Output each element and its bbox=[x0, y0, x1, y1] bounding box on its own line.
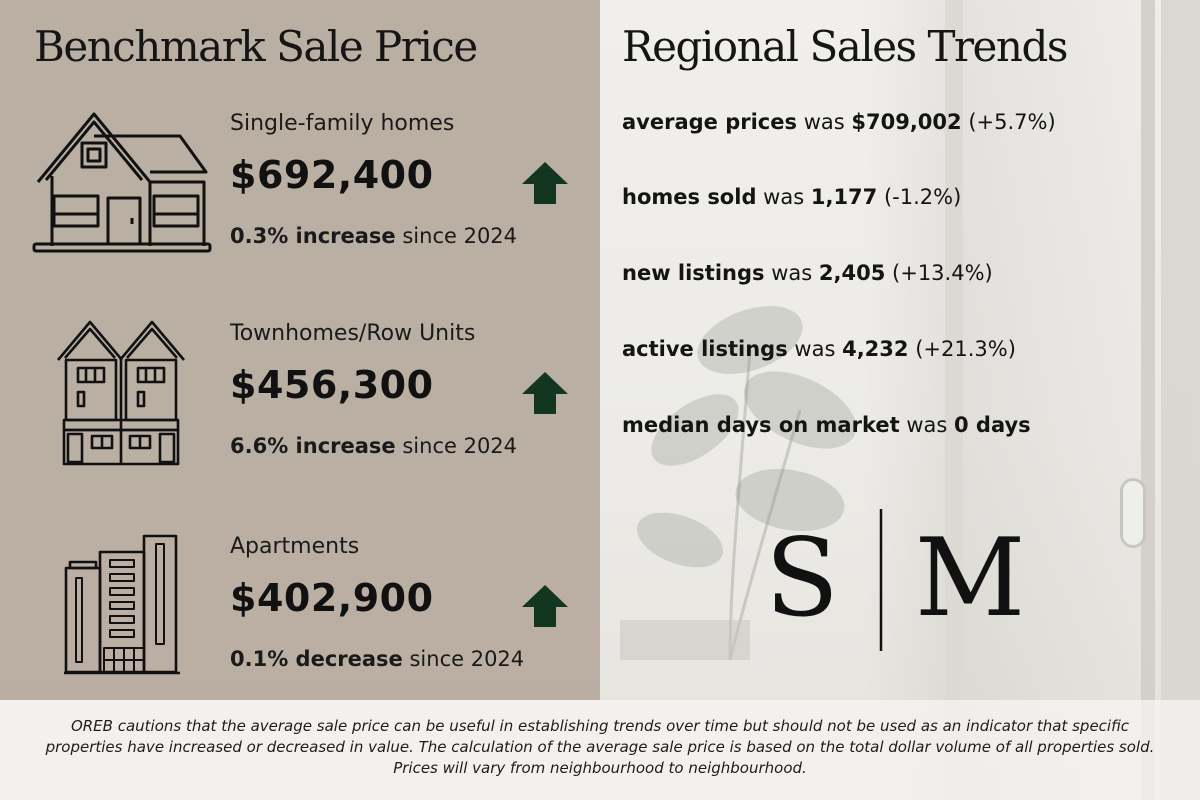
category-label-single-family: Single-family homes bbox=[230, 111, 455, 136]
disclaimer-line: OREB cautions that the average sale pric… bbox=[70, 717, 1130, 735]
trend-label: new listings bbox=[622, 261, 765, 285]
trend-change: (+21.3%) bbox=[915, 337, 1016, 361]
disclaimer: OREB cautions that the average sale pric… bbox=[0, 716, 1200, 779]
apartment-building-icon bbox=[64, 534, 180, 675]
change-suffix: since 2024 bbox=[402, 434, 518, 458]
trend-connector: was bbox=[771, 261, 813, 285]
price-apartments: $402,900 bbox=[230, 576, 434, 620]
change-single-family: 0.3% increase since 2024 bbox=[230, 224, 517, 248]
trend-value: $709,002 bbox=[851, 110, 962, 134]
trend-label: median days on market bbox=[622, 413, 900, 437]
townhouse-icon bbox=[57, 320, 185, 466]
disclaimer-line: Prices will vary from neighbourhood to n… bbox=[393, 759, 807, 777]
regional-trends-title: Regional Sales Trends bbox=[622, 22, 1068, 71]
trend-value: 0 days bbox=[954, 413, 1031, 437]
change-value: 6.6% increase bbox=[230, 434, 396, 458]
trend-change: (+13.4%) bbox=[892, 261, 993, 285]
sm-monogram-logo: S M bbox=[765, 509, 1026, 651]
trend-value: 2,405 bbox=[818, 261, 886, 285]
logo-letter-right: M bbox=[915, 516, 1026, 641]
trend-active-listings: active listings was 4,232 (+21.3%) bbox=[622, 337, 1016, 361]
window-handle-decoration bbox=[1120, 478, 1146, 548]
category-label-townhomes: Townhomes/Row Units bbox=[230, 321, 476, 346]
trend-connector: was bbox=[763, 185, 805, 209]
change-suffix: since 2024 bbox=[402, 224, 518, 248]
change-apartments: 0.1% decrease since 2024 bbox=[230, 647, 524, 671]
trend-label: homes sold bbox=[622, 185, 757, 209]
trend-value: 4,232 bbox=[842, 337, 909, 361]
trend-connector: was bbox=[803, 110, 845, 134]
change-value: 0.3% increase bbox=[230, 224, 396, 248]
house-icon bbox=[32, 112, 212, 253]
plant-decoration bbox=[620, 306, 857, 660]
up-arrow-icon bbox=[522, 372, 568, 414]
trend-value: 1,177 bbox=[810, 185, 878, 209]
trend-connector: was bbox=[794, 337, 836, 361]
trend-change: (-1.2%) bbox=[883, 185, 962, 209]
trend-label: active listings bbox=[622, 337, 788, 361]
category-label-apartments: Apartments bbox=[230, 534, 360, 559]
up-arrow-icon bbox=[522, 162, 568, 204]
trend-change: (+5.7%) bbox=[968, 110, 1056, 134]
window-frame-decoration bbox=[945, 0, 1200, 800]
trend-homes-sold: homes sold was 1,177 (-1.2%) bbox=[622, 185, 961, 209]
benchmark-title: Benchmark Sale Price bbox=[34, 22, 478, 71]
change-value: 0.1% decrease bbox=[230, 647, 403, 671]
trend-new-listings: new listings was 2,405 (+13.4%) bbox=[622, 261, 993, 285]
change-townhomes: 6.6% increase since 2024 bbox=[230, 434, 517, 458]
trend-label: average prices bbox=[622, 110, 797, 134]
up-arrow-icon bbox=[522, 585, 568, 627]
trend-connector: was bbox=[906, 413, 948, 437]
change-suffix: since 2024 bbox=[409, 647, 525, 671]
price-townhomes: $456,300 bbox=[230, 363, 434, 407]
trend-average-prices: average prices was $709,002 (+5.7%) bbox=[622, 110, 1056, 134]
trend-median-days-on-market: median days on market was 0 days bbox=[622, 413, 1031, 437]
disclaimer-band bbox=[0, 700, 1200, 800]
disclaimer-line: properties have increased or decreased i… bbox=[45, 738, 1155, 756]
price-single-family: $692,400 bbox=[230, 153, 434, 197]
logo-letter-left: S bbox=[765, 516, 839, 641]
